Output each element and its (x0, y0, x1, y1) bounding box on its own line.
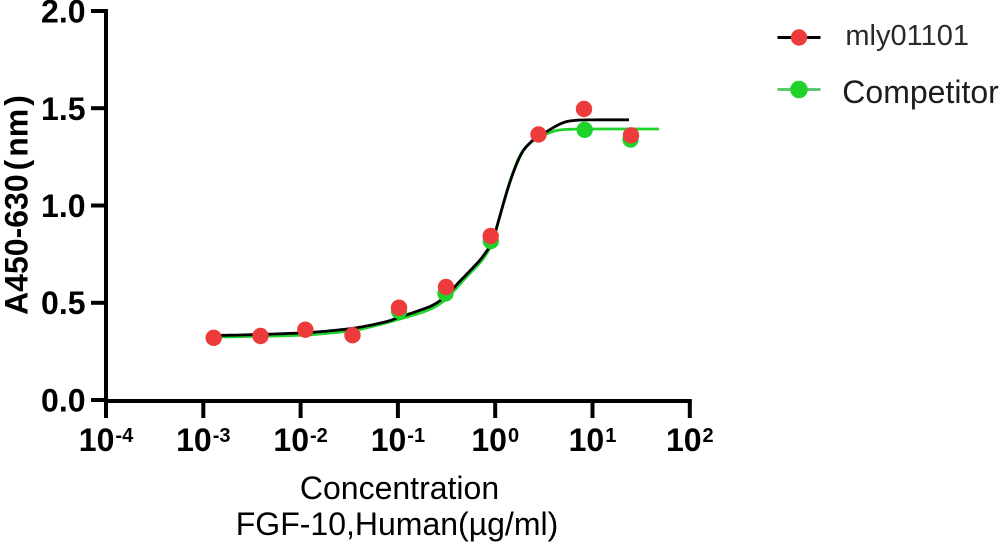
svg-text:0: 0 (508, 425, 519, 447)
svg-text:10: 10 (666, 422, 702, 458)
svg-text:Competitor: Competitor (842, 74, 999, 110)
svg-text:-4: -4 (115, 425, 134, 447)
svg-text:10: 10 (79, 422, 115, 458)
svg-text:A450-630(nm): A450-630(nm) (0, 95, 35, 315)
svg-text:1: 1 (605, 425, 616, 447)
svg-text:mly01101: mly01101 (845, 20, 969, 52)
svg-text:1.0: 1.0 (41, 188, 85, 224)
svg-text:FGF-10,Human(µg/ml): FGF-10,Human(µg/ml) (236, 506, 558, 542)
svg-text:-1: -1 (407, 425, 425, 447)
svg-text:1.5: 1.5 (41, 91, 85, 127)
svg-text:10: 10 (176, 422, 212, 458)
svg-text:10: 10 (371, 422, 407, 458)
svg-text:0.0: 0.0 (41, 383, 85, 419)
svg-text:2: 2 (703, 425, 714, 447)
svg-text:-3: -3 (213, 425, 231, 447)
svg-text:10: 10 (273, 422, 309, 458)
svg-text:-2: -2 (310, 425, 328, 447)
svg-text:2.0: 2.0 (41, 0, 85, 30)
svg-text:Concentration: Concentration (300, 470, 499, 506)
svg-text:0.5: 0.5 (41, 285, 85, 321)
svg-text:10: 10 (471, 422, 507, 458)
svg-text:10: 10 (569, 422, 605, 458)
